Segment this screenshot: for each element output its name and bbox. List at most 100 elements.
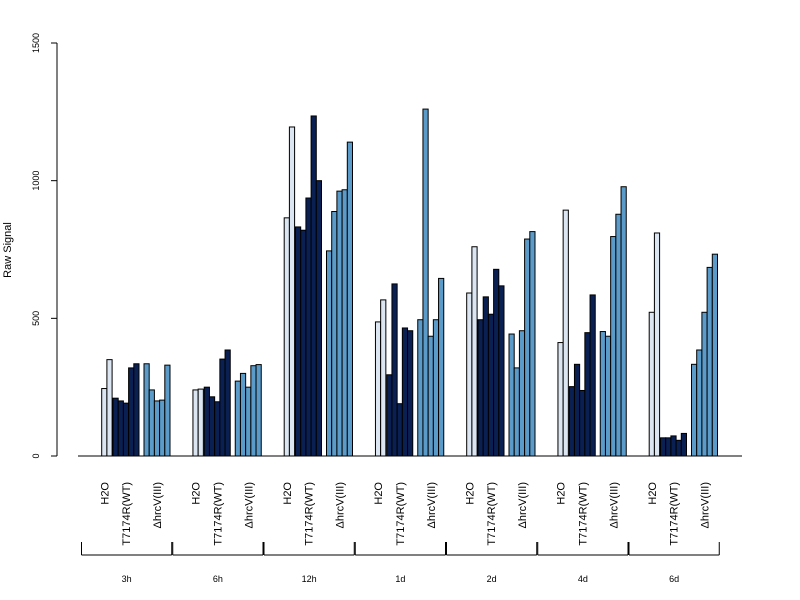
condition-label: ΔhrcV(III) [608, 482, 620, 528]
bar [374, 321, 382, 457]
bar [396, 403, 403, 457]
bar [224, 349, 231, 457]
timepoint-label: 12h [302, 574, 317, 584]
bar [653, 232, 661, 457]
bar [391, 283, 398, 457]
bar [101, 388, 108, 457]
y-axis: 0 500 1000 1500 [31, 33, 58, 459]
bar [493, 268, 500, 457]
bar [482, 296, 489, 457]
bar [599, 331, 606, 457]
bar [696, 349, 703, 457]
bar [305, 197, 312, 457]
bar [427, 335, 434, 457]
bar [386, 374, 393, 457]
bar [288, 126, 296, 457]
bar [610, 236, 617, 457]
bar [557, 342, 564, 457]
bar [250, 365, 257, 457]
bar [660, 437, 667, 457]
bar [711, 253, 718, 457]
bar [487, 313, 495, 457]
timepoint-label: 3h [122, 574, 132, 584]
bar [239, 372, 247, 457]
condition-label: H2O [556, 482, 568, 505]
bars [101, 108, 718, 457]
bar [315, 180, 322, 457]
bar [422, 108, 429, 457]
bar [117, 400, 124, 457]
bar [234, 380, 241, 457]
bar [133, 363, 140, 457]
timepoint-label: 4d [578, 574, 588, 584]
condition-label: ΔhrcV(III) [517, 482, 529, 528]
bar [310, 115, 317, 457]
condition-label: ΔhrcV(III) [426, 482, 438, 528]
bar [529, 231, 536, 457]
bar [214, 401, 221, 457]
y-tick-label: 1500 [31, 33, 41, 53]
bar [295, 226, 302, 457]
y-axis-label: Raw Signal [2, 222, 14, 278]
bar [255, 364, 262, 457]
bar [701, 311, 708, 457]
bar [568, 386, 575, 457]
bar [283, 217, 290, 457]
bar [513, 367, 520, 457]
bar [106, 359, 113, 457]
bar [432, 319, 440, 457]
bar [584, 332, 591, 457]
bar [159, 399, 166, 457]
condition-label: ΔhrcV(III) [243, 482, 255, 528]
condition-label: H2O [282, 482, 294, 505]
bar [615, 213, 622, 457]
bar [341, 189, 348, 457]
bar [300, 229, 307, 457]
bar [346, 141, 353, 457]
condition-label: T7174R(WT) [395, 482, 407, 546]
y-tick-label: 500 [31, 311, 41, 326]
bar [407, 330, 414, 457]
bar [208, 396, 216, 457]
bar [466, 292, 473, 457]
bar [508, 333, 515, 457]
timepoint-label: 6h [213, 574, 223, 584]
condition-label: H2O [191, 482, 203, 505]
bar [604, 335, 612, 457]
bar [164, 364, 171, 457]
condition-label: T7174R(WT) [212, 482, 224, 546]
bar [498, 285, 505, 457]
condition-label: T7174R(WT) [669, 482, 681, 546]
bar [562, 209, 569, 457]
bar [112, 397, 119, 457]
bar [331, 211, 338, 457]
bar [675, 439, 682, 457]
bar [524, 238, 531, 457]
bar [380, 299, 387, 457]
bar [153, 400, 161, 457]
condition-label: T7174R(WT) [577, 482, 589, 546]
bar [219, 358, 226, 457]
y-tick-label: 1000 [31, 171, 41, 191]
bar [471, 246, 478, 457]
bar [648, 311, 655, 457]
condition-label: ΔhrcV(III) [152, 482, 164, 528]
condition-label: H2O [647, 482, 659, 505]
bar [620, 186, 627, 457]
bar [203, 386, 210, 457]
bar [401, 327, 409, 457]
y-tick-label: 0 [31, 453, 41, 458]
bar [670, 435, 677, 457]
bar [438, 277, 445, 457]
bar [197, 388, 204, 457]
bar [148, 389, 155, 457]
condition-label: H2O [373, 482, 385, 505]
bar [518, 330, 526, 457]
bar [417, 319, 424, 457]
timepoint-label: 1d [395, 574, 405, 584]
bar [691, 363, 698, 457]
condition-label: T7174R(WT) [121, 482, 133, 546]
bar [326, 250, 333, 457]
bar [573, 363, 581, 457]
